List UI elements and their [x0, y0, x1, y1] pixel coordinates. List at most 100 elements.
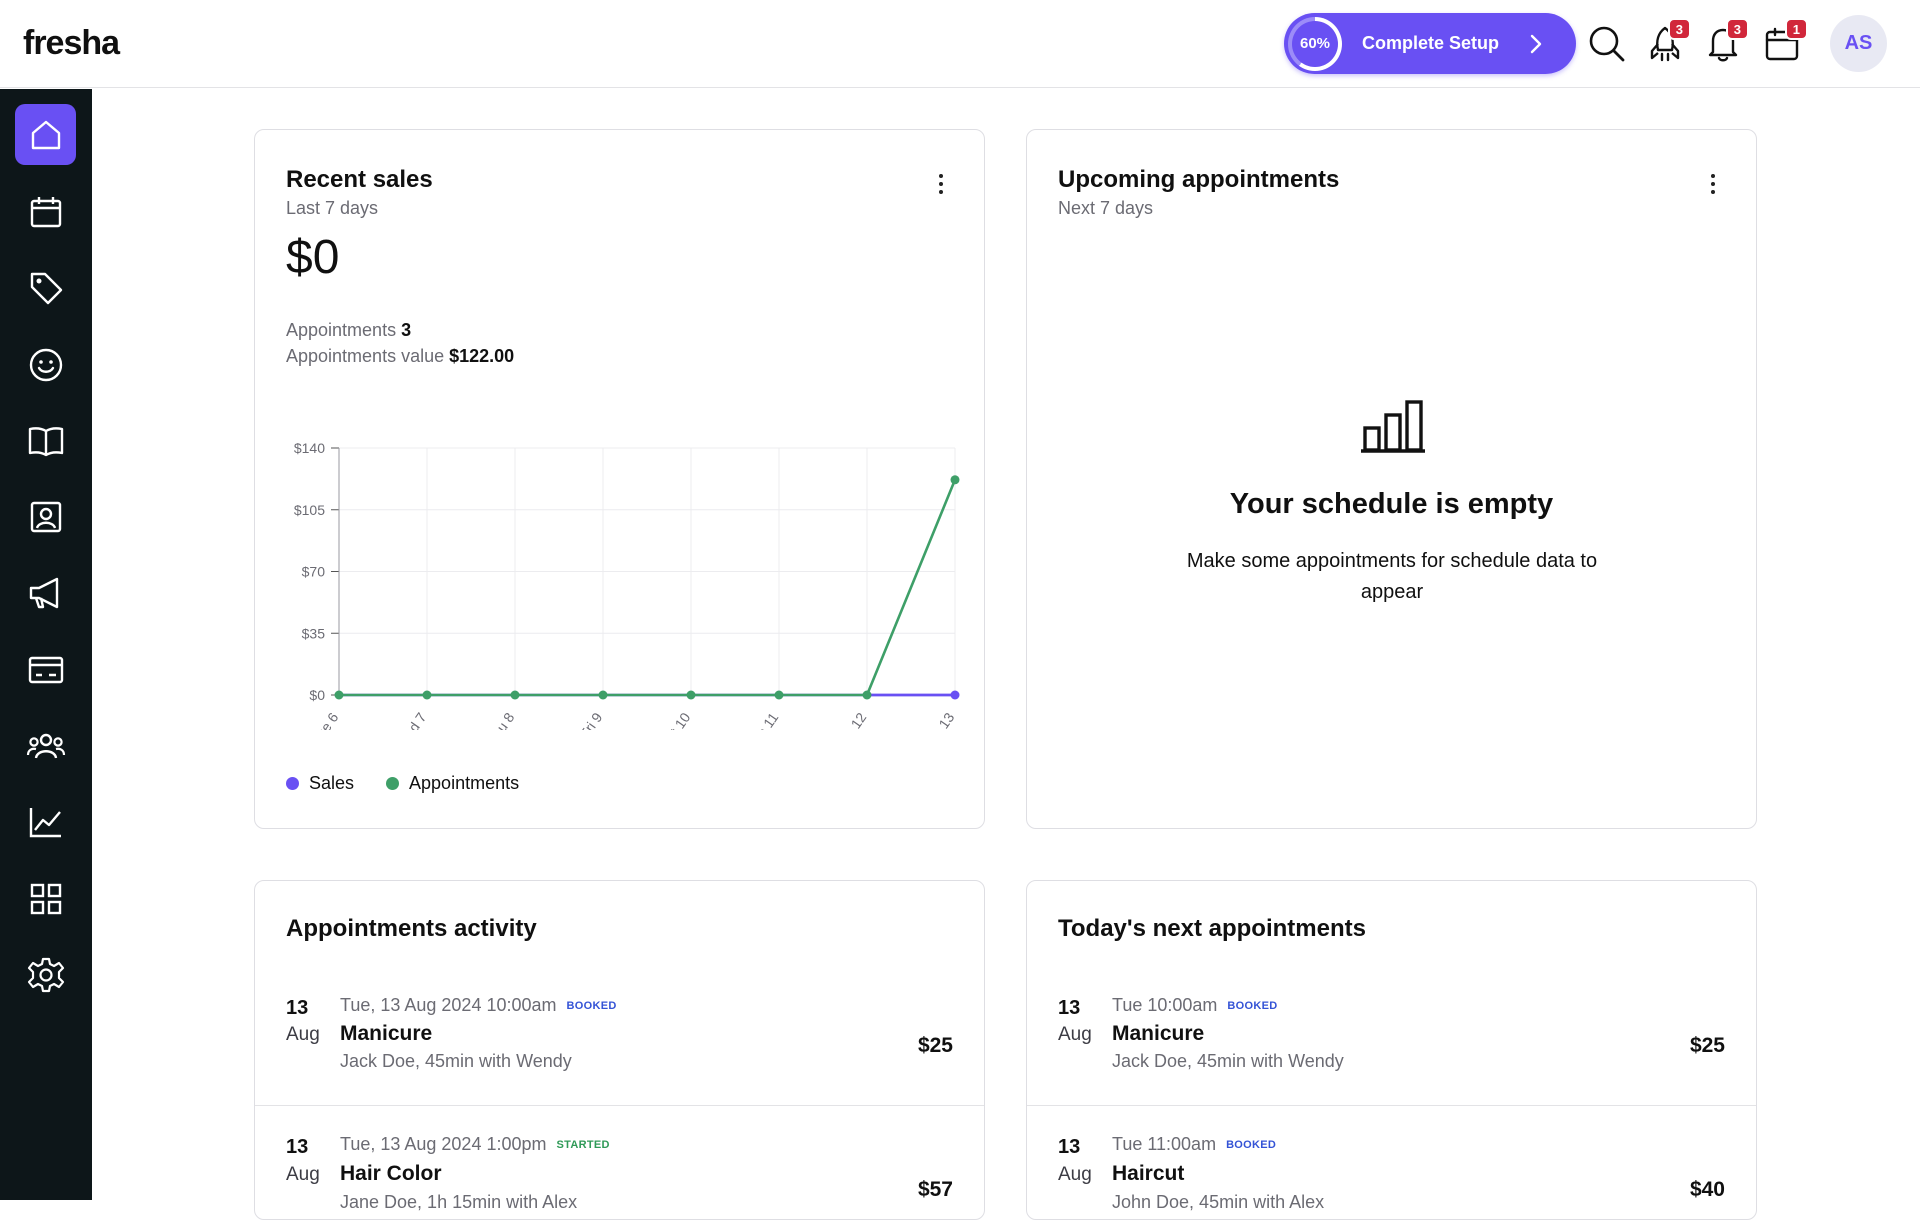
fresha-logo[interactable]: fresha	[23, 24, 120, 62]
appointment-meta: Tue 10:00am BOOKED	[1112, 995, 1278, 1016]
legend-sales-dot	[286, 777, 299, 790]
x-tick-label: Thu 8	[484, 709, 518, 730]
appointment-details: Jane Doe, 1h 15min with Alex	[340, 1192, 578, 1212]
sidebar-item-home[interactable]	[15, 104, 76, 165]
whats-new-button[interactable]: 3	[1643, 18, 1691, 66]
bar-chart-icon	[1361, 400, 1425, 453]
appointment-details: Jack Doe, 45min with Wendy	[340, 1051, 572, 1071]
appointment-datetime: Tue, 13 Aug 2024 1:00pm	[340, 1134, 547, 1154]
y-tick-label: $105	[294, 502, 325, 518]
x-tick-label: Sun 11	[743, 709, 781, 730]
todays-appointments-card: Today's next appointments 13 Aug Tue 10:…	[1026, 880, 1757, 1220]
appointments-count-value: 3	[401, 320, 412, 340]
megaphone-icon	[29, 577, 58, 608]
appointments-value-label: Appointments value	[286, 346, 445, 366]
search-button[interactable]	[1585, 22, 1629, 66]
home-icon	[31, 120, 60, 149]
avatar[interactable]: AS	[1830, 15, 1887, 72]
x-tick-label: Tue 6	[308, 709, 341, 730]
x-tick-label: Sat 10	[657, 709, 693, 730]
appointments-count-stat: Appointments 3	[286, 320, 411, 341]
appointment-month: Aug	[1058, 1164, 1092, 1185]
sidebar-item-clients[interactable]	[15, 334, 76, 395]
empty-schedule-title: Your schedule is empty	[1229, 488, 1554, 520]
smiley-icon	[29, 348, 62, 381]
appointment-month: Aug	[286, 1024, 320, 1045]
status-badge: BOOKED	[566, 999, 617, 1012]
sidebar-item-payments[interactable]	[15, 639, 76, 700]
todays-row[interactable]: 13 Aug Tue 10:00am BOOKED Manicure Jack D…	[1027, 965, 1756, 1105]
upcoming-subtitle: Next 7 days	[1058, 198, 1154, 218]
sales-total: $0	[286, 231, 340, 284]
x-tick-label: Wed 7	[393, 709, 429, 730]
sidebar-item-add-ons[interactable]	[15, 868, 76, 929]
recent-sales-title: Recent sales	[286, 166, 433, 193]
data-point-appointments	[862, 690, 872, 700]
recent-sales-menu-button[interactable]	[931, 172, 951, 196]
sales-chart: $0 $35 $70 $105 $140 Tue 6 Wed 7 Thu 8 Fri 9 Sat …	[294, 440, 960, 730]
appointment-meta: Tue, 13 Aug 2024 1:00pm STARTED	[340, 1134, 610, 1155]
sidebar-item-catalog[interactable]	[15, 410, 76, 471]
todays-title: Today's next appointments	[1058, 915, 1366, 942]
sidebar-item-sales[interactable]	[15, 257, 76, 318]
status-badge: STARTED	[556, 1138, 610, 1151]
x-tick-label: Tue 13	[920, 709, 958, 730]
appointments-count-label: Appointments	[286, 320, 397, 340]
recent-sales-subtitle: Last 7 days	[286, 198, 379, 218]
appointment-details: John Doe, 45min with Alex	[1112, 1192, 1325, 1212]
appointment-price: $57	[917, 1178, 953, 1201]
contact-card-icon	[30, 501, 61, 532]
activity-row[interactable]: 13 Aug Tue, 13 Aug 2024 1:00pm STARTED Ha…	[255, 1105, 984, 1219]
data-point-appointments	[686, 690, 696, 700]
sidebar-item-marketing[interactable]	[15, 562, 76, 623]
calendar-badge: 1	[1784, 18, 1808, 40]
appointment-meta: Tue, 13 Aug 2024 10:00am BOOKED	[340, 995, 617, 1016]
chevron-right-icon	[1530, 34, 1542, 54]
appointment-service: Manicure	[340, 1022, 433, 1045]
search-icon	[1589, 26, 1625, 62]
sidebar-item-settings[interactable]	[15, 944, 76, 1005]
empty-schedule-text: Make some appointments for schedule data…	[1186, 550, 1598, 603]
bell-badge: 3	[1725, 18, 1749, 40]
appointment-time: Tue 10:00am	[1112, 995, 1218, 1015]
appointment-meta: Tue 11:00am BOOKED	[1112, 1134, 1276, 1155]
calendar-icon	[30, 196, 61, 227]
sidebar-item-reports[interactable]	[15, 791, 76, 852]
data-point-appointments	[598, 690, 608, 700]
appointment-day: 13	[286, 997, 309, 1019]
status-badge: BOOKED	[1227, 999, 1278, 1012]
y-tick-label: $35	[302, 625, 326, 641]
appointment-day: 13	[1058, 1136, 1081, 1158]
complete-setup-button[interactable]: 60% Complete Setup	[1284, 13, 1576, 74]
card-icon	[28, 656, 63, 683]
legend-appointments-dot	[386, 777, 400, 790]
data-point-appointments	[334, 690, 344, 700]
rocket-icon	[1650, 26, 1680, 62]
gear-icon	[27, 957, 64, 992]
sidebar-item-team[interactable]	[15, 715, 76, 776]
chart-legend: Sales Appointments	[286, 773, 519, 794]
appointment-price: $25	[1689, 1034, 1725, 1057]
appointment-time: Tue 11:00am	[1112, 1134, 1217, 1154]
sidebar-item-calendar[interactable]	[15, 181, 76, 242]
team-icon	[26, 733, 65, 758]
notifications-button[interactable]: 3	[1701, 18, 1749, 66]
appointment-service: Hair Color	[340, 1162, 442, 1185]
sidebar	[0, 89, 92, 1200]
appointment-day: 13	[1058, 997, 1081, 1019]
sidebar-item-online-booking[interactable]	[15, 486, 76, 547]
upcoming-menu-button[interactable]	[1703, 172, 1723, 196]
activity-row[interactable]: 13 Aug Tue, 13 Aug 2024 10:00am BOOKED Ma…	[255, 965, 984, 1105]
bell-icon	[1708, 28, 1738, 62]
appointments-value-value: $122.00	[449, 346, 515, 366]
calendar-notifications-button[interactable]: 1	[1760, 18, 1808, 66]
todays-row[interactable]: 13 Aug Tue 11:00am BOOKED Haircut John Do…	[1027, 1105, 1756, 1219]
y-tick-label: $70	[302, 564, 326, 580]
legend-appointments-label: Appointments	[409, 773, 520, 793]
recent-sales-card: Recent sales Last 7 days $0 Appointments…	[254, 129, 985, 829]
appointment-month: Aug	[286, 1164, 320, 1185]
status-badge: BOOKED	[1226, 1138, 1277, 1151]
upcoming-appointments-card: Upcoming appointments Next 7 days Your s…	[1026, 129, 1757, 829]
x-tick-label: Fri 9	[576, 709, 605, 730]
activity-title: Appointments activity	[286, 915, 537, 942]
